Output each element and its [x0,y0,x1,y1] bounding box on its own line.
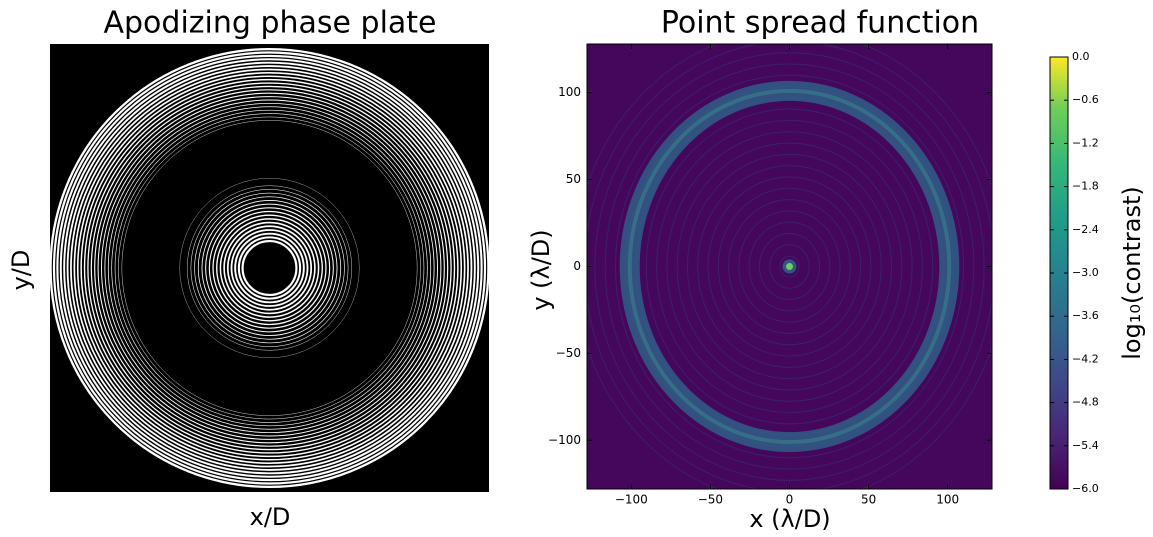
plate-ring [223,221,316,315]
plate-ring [194,192,345,344]
chart-title: Apodizing phase plate [103,6,436,41]
psf-ring [666,131,913,402]
plate-ring [219,218,320,318]
psf-ring [697,165,882,368]
colorbar-tick-label: −1.8 [1072,180,1099,193]
x-axis-label: x (λ/D) [749,505,830,533]
psf-ring [645,108,934,425]
plate-ring [201,200,338,336]
plate-ring [111,109,428,427]
colorbar-tick-label: −5.4 [1072,439,1099,452]
plate-ring [208,207,331,329]
plate-ring [101,99,438,437]
plate-ring [237,236,302,300]
plate-ring [76,75,463,461]
plate-ring [234,232,305,304]
x-tick-label: 0 [786,493,794,507]
plate-ring [63,61,476,475]
plate-ring [179,178,360,358]
plate-ring [70,68,469,468]
plate-ring [226,225,313,311]
psf-ring [779,255,800,278]
psf-ring [614,74,965,459]
y-tick-label: 0 [573,259,581,273]
plate-ring [241,239,298,297]
psf-ring [769,244,810,289]
colorbar-tick-label: −3.0 [1072,266,1099,279]
plate-ring [230,229,309,307]
colorbar-label: log₁₀(contrast) [1118,186,1146,360]
plate-ring [216,214,323,322]
psf-ring [686,153,893,380]
plate-ring [104,102,435,434]
psf-ring [717,187,862,346]
psf-ring [707,176,872,357]
plate-ring [66,65,473,471]
psf-core [786,263,793,270]
psf-ring [728,199,851,334]
psf-ring [604,63,975,470]
plate-ring [118,116,421,420]
phase-plate-panel: Apodizing phase plate x/D y/D [7,6,490,531]
plate-ring [90,89,449,447]
psf-ring [594,52,985,481]
psf-ring [748,221,831,312]
plate-ring [121,120,418,416]
plate-ring [73,72,466,464]
plate-ring [87,85,452,451]
plate-ring [190,189,349,347]
plate-ring [52,51,487,485]
plate-ring [114,113,425,423]
chart-title: Point spread function [661,6,979,41]
y-tick-label: 50 [566,172,581,186]
plate-ring [205,203,334,333]
plate-ring [49,47,490,489]
colorbar-tick-label: −4.8 [1072,396,1099,409]
x-axis-label: x/D [250,503,291,531]
colorbar-tick-label: −0.6 [1072,93,1099,106]
plate-ring [107,106,432,430]
x-tick-label: 100 [936,493,959,507]
y-tick-label: −100 [548,433,581,447]
plate-ring [212,210,327,326]
colorbar-tick-label: −2.4 [1072,223,1099,236]
y-tick-label: 100 [558,85,581,99]
plate-ring [186,185,353,351]
psf-ring [738,210,841,323]
colorbar-tick-label: −4.2 [1072,352,1099,365]
plate-ring [197,196,342,340]
x-tick-label: −100 [615,493,648,507]
psf-panel: Point spread function x (λ/D) y (λ/D) lo… [527,6,1146,534]
plate-ring [97,96,442,440]
plate-ring [80,78,459,458]
plate-ring [83,82,456,454]
psf-ring [656,119,923,414]
plate-ring [59,58,480,478]
psf-image [587,44,992,489]
x-tick-label: 50 [861,493,876,507]
psf-ring [676,142,903,391]
x-tick-label: −50 [698,493,723,507]
colorbar-tick-label: −6.0 [1072,482,1099,495]
colorbar-tick-label: −3.6 [1072,309,1099,322]
plate-ring [94,92,445,444]
plate-ring [56,54,483,482]
psf-ring [758,232,821,301]
colorbar-tick-label: 0.0 [1072,50,1090,63]
y-axis-label: y/D [7,250,35,291]
y-tick-label: −50 [556,346,581,360]
y-axis-label: y (λ/D) [527,229,555,310]
psf-annulus [627,88,952,445]
colorbar-tick-label: −1.2 [1072,136,1099,149]
